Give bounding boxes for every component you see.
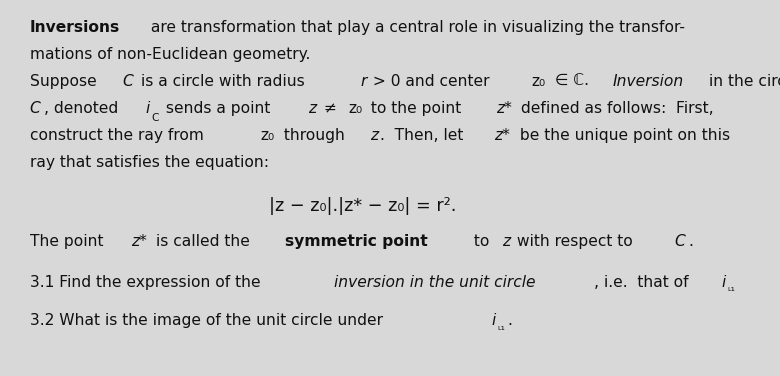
Text: z: z [308,101,317,116]
Text: defined as follows:  First,: defined as follows: First, [516,101,714,116]
Text: z₀: z₀ [348,101,363,116]
Text: to: to [470,234,495,249]
Text: i: i [146,101,150,116]
Text: 3.2 What is the image of the unit circle under: 3.2 What is the image of the unit circle… [30,313,388,328]
Text: is called the: is called the [151,234,255,249]
Text: > 0 and center: > 0 and center [368,74,495,89]
Text: r: r [360,74,367,89]
Text: inversion in the unit circle: inversion in the unit circle [334,274,535,290]
Text: through: through [278,128,349,143]
Text: ≠: ≠ [319,101,342,116]
Text: z*: z* [495,101,512,116]
Text: i: i [722,274,726,290]
Text: 3.1 Find the expression of the: 3.1 Find the expression of the [30,274,265,290]
Text: i: i [491,313,495,328]
Text: .: . [689,234,693,249]
Text: to the point: to the point [367,101,466,116]
Text: sends a point: sends a point [161,101,275,116]
Text: , denoted: , denoted [44,101,122,116]
Text: in the circle: in the circle [704,74,780,89]
Text: C: C [30,101,41,116]
Text: are transformation that play a central role in visualizing the transfor-: are transformation that play a central r… [146,20,685,35]
Text: The point: The point [30,234,108,249]
Text: ∈ ℂ.: ∈ ℂ. [550,74,598,89]
Text: be the unique point on this: be the unique point on this [515,128,730,143]
Text: z₀: z₀ [261,128,275,143]
Text: ᴸ¹: ᴸ¹ [497,326,505,335]
Text: C: C [122,74,133,89]
Text: construct the ray from: construct the ray from [30,128,208,143]
Text: z: z [370,128,378,143]
Text: ᴸ¹: ᴸ¹ [728,287,736,297]
Text: z: z [502,234,510,249]
Text: , i.e.  that of: , i.e. that of [594,274,693,290]
Text: z₀: z₀ [531,74,545,89]
Text: ray that satisfies the equation:: ray that satisfies the equation: [30,155,268,170]
Text: z*: z* [495,128,510,143]
Text: mations of non-Euclidean geometry.: mations of non-Euclidean geometry. [30,47,310,62]
Text: .  Then, let: . Then, let [381,128,469,143]
Text: .: . [507,313,512,328]
Text: is a circle with radius: is a circle with radius [136,74,310,89]
Text: C: C [675,234,686,249]
Text: |z − z₀|.|z* − z₀| = r².: |z − z₀|.|z* − z₀| = r². [269,197,456,215]
Text: z*: z* [131,234,147,249]
Text: C: C [151,114,159,123]
Text: Inversions: Inversions [30,20,120,35]
Text: symmetric point: symmetric point [285,234,428,249]
Text: with respect to: with respect to [512,234,638,249]
Text: Suppose: Suppose [30,74,101,89]
Text: Inversion: Inversion [612,74,684,89]
